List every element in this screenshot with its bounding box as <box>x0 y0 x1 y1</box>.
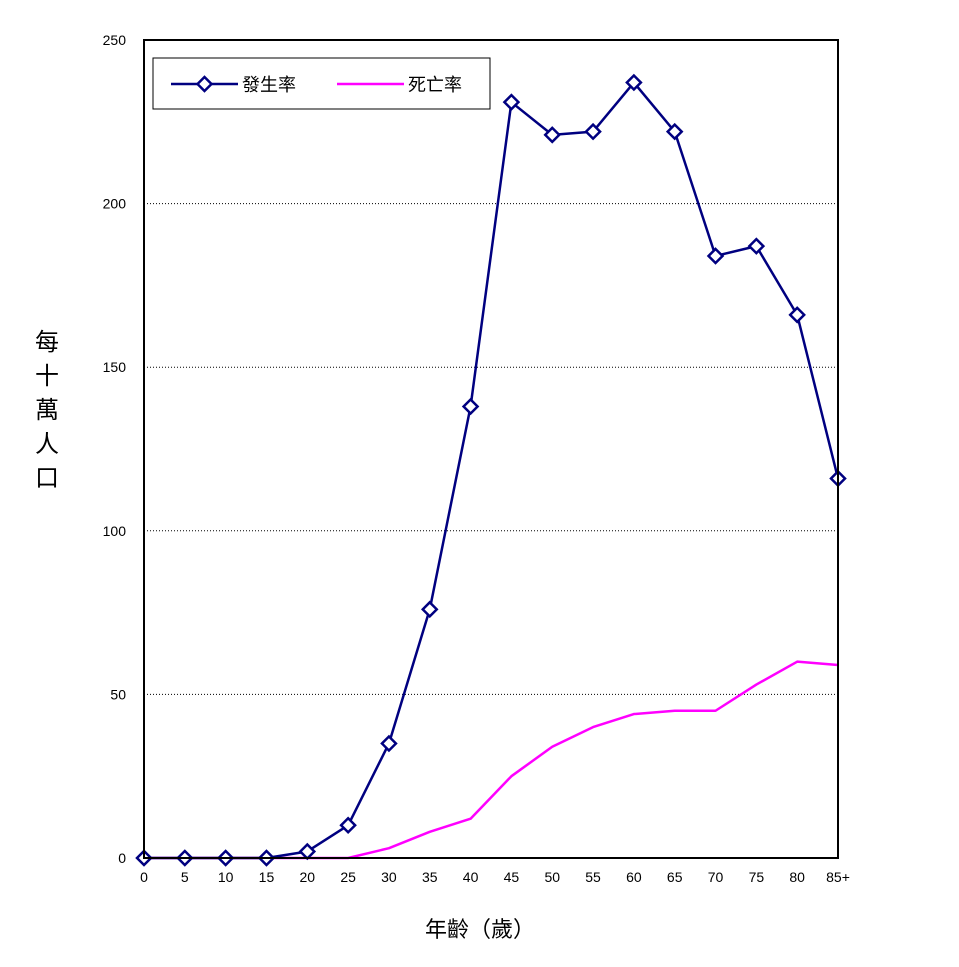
x-tick-label: 75 <box>749 869 765 885</box>
y-axis-label-char: 口 <box>35 464 59 492</box>
y-tick-label: 200 <box>103 196 127 212</box>
y-tick-label: 0 <box>118 850 126 866</box>
data-point-marker <box>747 237 766 255</box>
y-tick-label: 50 <box>110 686 126 702</box>
x-tick-label: 0 <box>140 869 148 885</box>
x-tick-label: 55 <box>585 869 601 885</box>
x-tick-label: 80 <box>789 869 805 885</box>
x-tick-label: 40 <box>463 869 479 885</box>
x-tick-label: 35 <box>422 869 438 885</box>
x-tick-label: 65 <box>667 869 683 885</box>
x-axis-label: 年齡（歲） <box>425 918 535 943</box>
legend-label-mortality: 死亡率 <box>408 75 462 96</box>
x-tick-label: 85+ <box>826 869 850 885</box>
plot-area-frame <box>143 39 839 859</box>
data-point-marker <box>461 397 480 416</box>
x-tick-label: 45 <box>504 869 520 885</box>
x-tick-label: 25 <box>340 869 356 885</box>
data-point-marker <box>543 126 562 144</box>
y-tick-label: 250 <box>103 32 127 48</box>
x-axis-ticks: 0 5 10 15 20 25 30 35 40 45 50 55 60 65 70 75 80 85+ <box>140 869 850 885</box>
y-axis-label-char: 人 <box>35 430 59 458</box>
x-tick-label: 60 <box>626 869 642 885</box>
y-axis-label-char: 每 <box>35 328 59 356</box>
series-line-incidence <box>144 81 840 860</box>
y-axis-ticks: 0 50 100 150 200 250 <box>103 32 127 866</box>
legend: 發生率 死亡率 <box>152 57 491 110</box>
x-tick-label: 10 <box>218 869 234 885</box>
data-point-marker <box>298 842 317 861</box>
legend-label-incidence: 發生率 <box>242 75 296 96</box>
series-line-mortality <box>144 660 839 860</box>
x-tick-label: 20 <box>300 869 316 885</box>
series-group <box>135 73 847 867</box>
data-point-marker <box>788 306 806 324</box>
x-tick-label: 70 <box>708 869 724 885</box>
data-point-marker <box>625 73 643 92</box>
data-point-marker <box>502 93 521 111</box>
data-point-marker <box>706 247 725 265</box>
data-point-marker <box>420 600 439 619</box>
data-point-marker <box>339 816 357 835</box>
x-tick-label: 50 <box>544 869 560 885</box>
data-point-marker <box>380 734 398 753</box>
data-point-marker <box>665 122 684 141</box>
y-tick-label: 150 <box>103 359 127 375</box>
gridlines <box>144 203 838 695</box>
y-tick-label: 100 <box>103 523 127 539</box>
legend-marker-diamond-icon <box>195 75 214 93</box>
x-tick-label: 5 <box>181 869 189 885</box>
data-point-marker <box>584 122 602 141</box>
y-axis-label-char: 十 <box>35 362 59 390</box>
x-tick-label: 30 <box>381 869 397 885</box>
y-axis-label-char: 萬 <box>35 396 59 424</box>
x-tick-label: 15 <box>259 869 275 885</box>
